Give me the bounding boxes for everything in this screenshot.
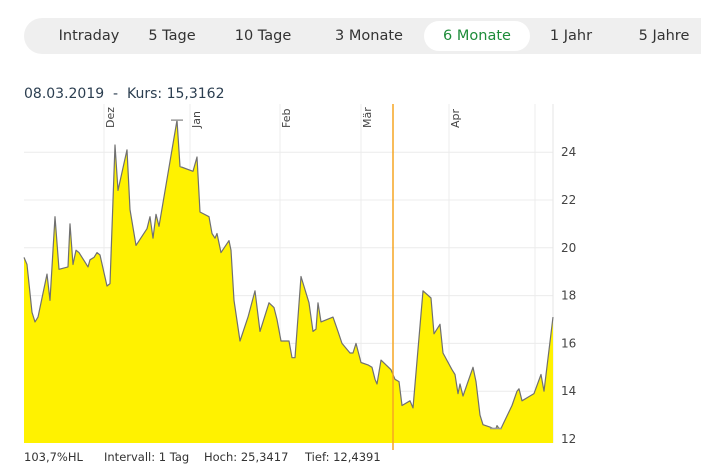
tab-1-jahr[interactable]: 1 Jahr: [549, 28, 593, 44]
y-tick-label: 18: [561, 289, 576, 303]
tab-6-monate[interactable]: 6 Monate: [424, 21, 530, 51]
tab-10-tage[interactable]: 10 Tage: [234, 28, 292, 44]
y-tick-label: 20: [561, 241, 576, 255]
month-label: Dez: [104, 107, 117, 128]
y-tick-label: 24: [561, 145, 576, 159]
month-label: Jan: [190, 111, 203, 129]
y-tick-label: 16: [561, 336, 576, 350]
month-label: Feb: [280, 109, 293, 128]
y-tick-label: 12: [561, 432, 576, 446]
price-line: [23, 119, 554, 430]
footer-hl: 103,7%HL: [24, 450, 83, 464]
month-label: Apr: [449, 108, 462, 128]
tab-3-monate[interactable]: 3 Monate: [335, 28, 403, 44]
tab-5-tage[interactable]: 5 Tage: [148, 28, 196, 44]
tab-5-jahre[interactable]: 5 Jahre: [638, 28, 690, 44]
y-tick-label: 14: [561, 384, 576, 398]
month-label: Mär: [361, 107, 374, 128]
tab-intraday[interactable]: Intraday: [58, 28, 120, 44]
footer-high: Hoch: 25,3417: [204, 450, 289, 464]
price-area: [24, 120, 553, 443]
timeframe-tabbar: Intraday 5 Tage 10 Tage 3 Monate 6 Monate 1 J…: [24, 18, 701, 54]
chart-headline: 08.03.2019 - Kurs: 15,3162: [24, 86, 225, 102]
price-chart[interactable]: 12 14 16 18 20 22 24 Dez Jan Feb Mär Apr: [0, 104, 701, 450]
footer-interval: Intervall: 1 Tag: [104, 450, 190, 464]
y-tick-label: 22: [561, 193, 576, 207]
footer-low: Tief: 12,4391: [305, 450, 381, 464]
